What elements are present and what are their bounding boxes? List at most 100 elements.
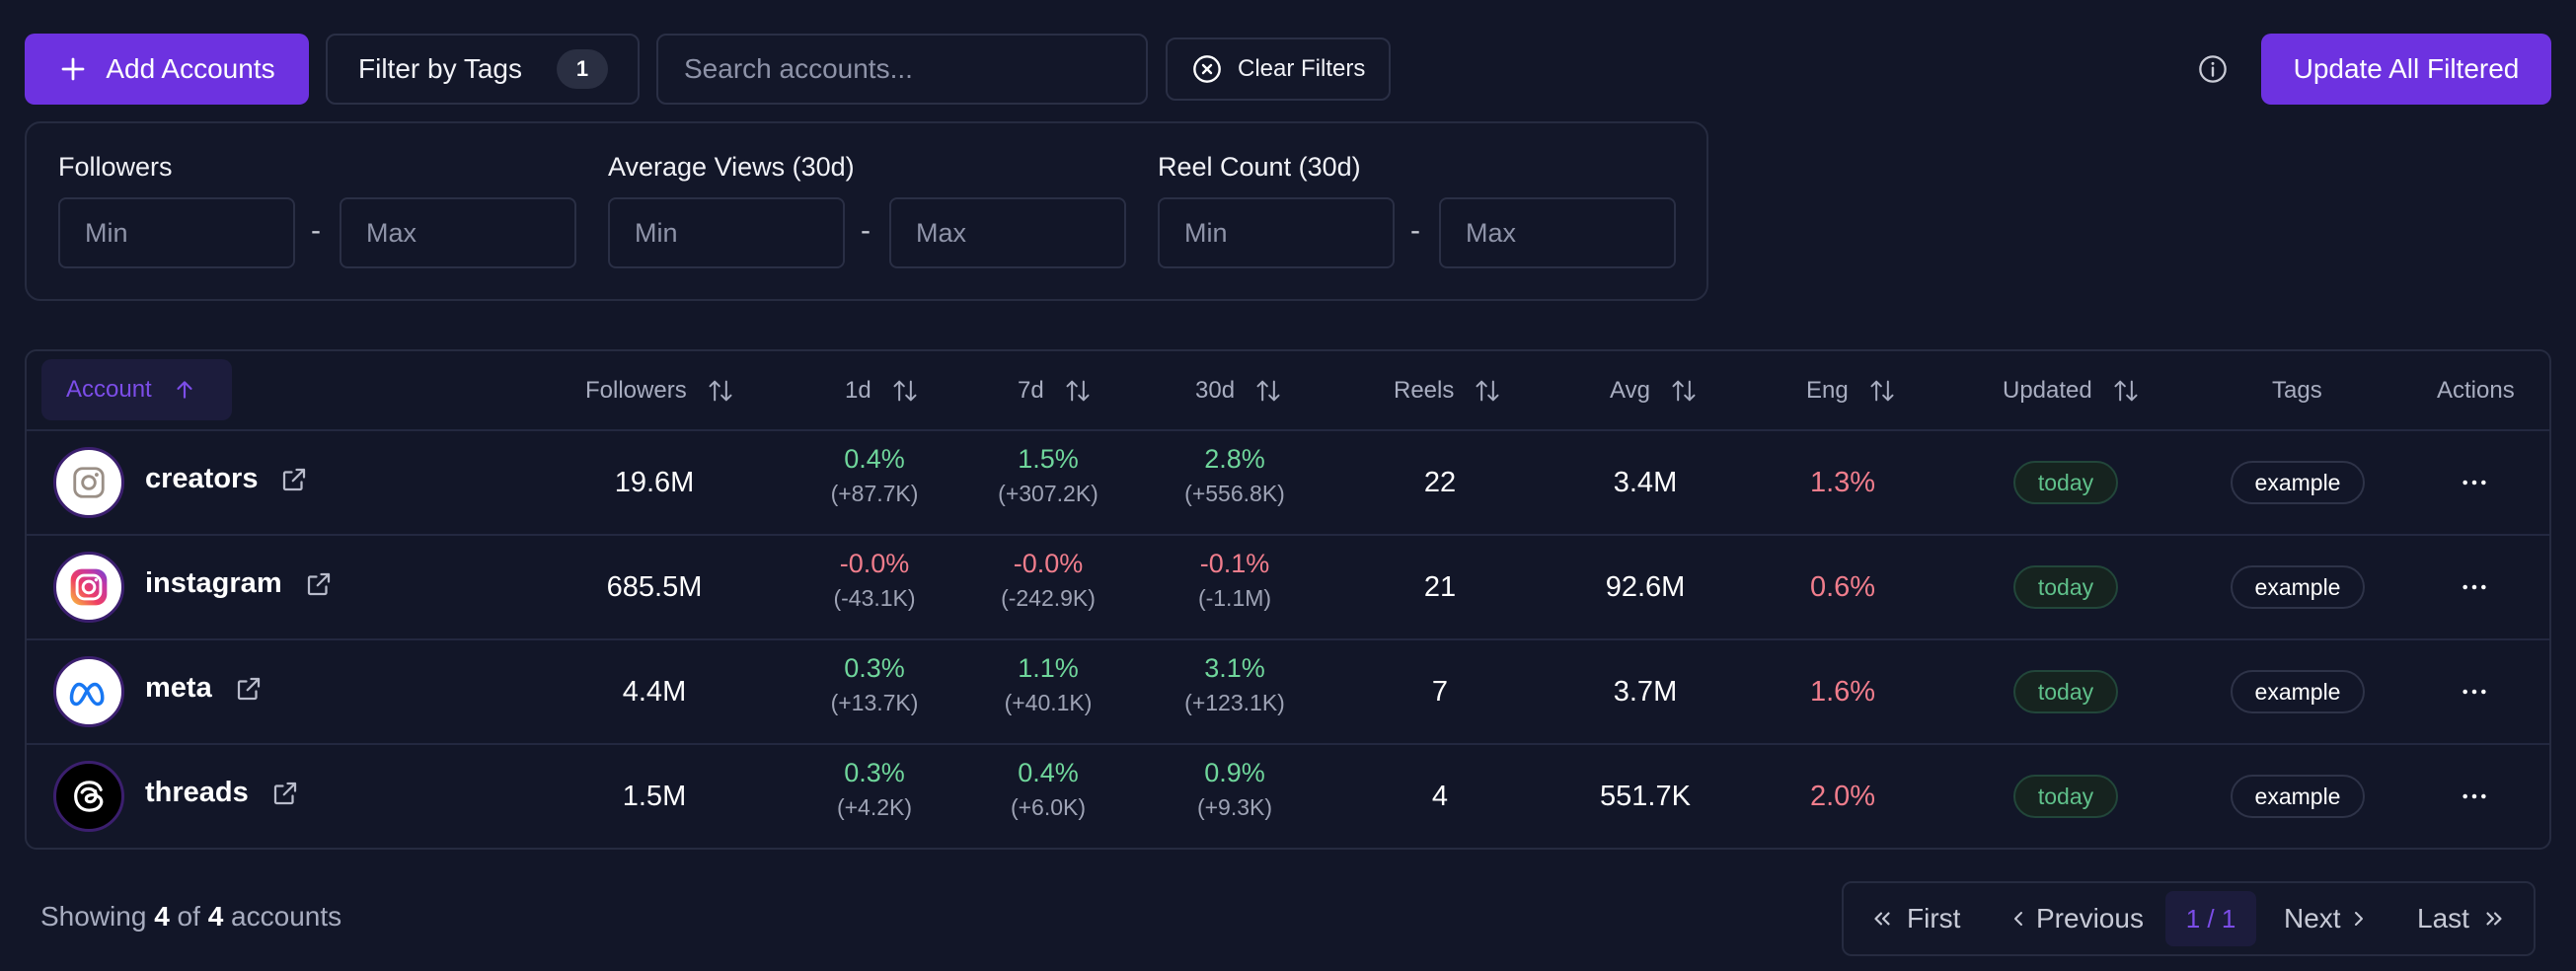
external-link-icon[interactable] — [270, 779, 300, 808]
growth-d1-cell: 0.4% (+87.7K) — [776, 444, 973, 507]
tag-chip[interactable]: example — [2231, 670, 2365, 713]
clear-filters-button[interactable]: Clear Filters — [1166, 37, 1391, 101]
growth-pct: 1.5% — [1018, 444, 1079, 474]
growth-pct: 1.1% — [1018, 653, 1079, 683]
row-actions-button[interactable] — [2459, 467, 2490, 503]
header-d7-label: 7d — [1018, 377, 1044, 404]
summary-total: 4 — [207, 901, 224, 932]
avatar — [53, 761, 124, 832]
engagement-cell: 0.6% — [1809, 570, 1876, 603]
growth-d1-cell: 0.3% (+13.7K) — [776, 653, 973, 716]
avg-views-min-input[interactable]: Min — [608, 197, 845, 268]
reels-cell: 4 — [1431, 780, 1449, 812]
external-link-icon[interactable] — [234, 674, 264, 704]
growth-delta: (+556.8K) — [1184, 481, 1285, 506]
growth-pct: 0.3% — [844, 653, 905, 683]
info-icon[interactable] — [2197, 53, 2229, 85]
followers-cell: 685.5M — [606, 570, 703, 603]
header-d1-label: 1d — [845, 377, 871, 404]
search-input[interactable]: Search accounts... — [656, 34, 1148, 105]
growth-pct: -0.0% — [839, 549, 910, 578]
growth-d1-cell: -0.0% (-43.1K) — [776, 549, 973, 612]
tag-chip[interactable]: example — [2231, 565, 2365, 609]
range-dash: - — [1410, 214, 1420, 247]
max-placeholder: Max — [916, 217, 967, 248]
followers-max-input[interactable]: Max — [340, 197, 576, 268]
avg-views-max-input[interactable]: Max — [889, 197, 1126, 268]
followers-cell: 4.4M — [622, 675, 687, 708]
growth-pct: 0.3% — [844, 758, 905, 787]
sort-d30-header[interactable]: 30d — [1195, 374, 1282, 408]
account-link[interactable]: instagram — [145, 567, 334, 600]
sort-followers-header[interactable]: Followers — [585, 374, 734, 408]
reels-cell: 21 — [1423, 570, 1457, 603]
account-name: instagram — [145, 567, 282, 599]
row-actions-button[interactable] — [2459, 676, 2490, 712]
reels-cell: 22 — [1423, 466, 1457, 498]
tag-chip[interactable]: example — [2231, 461, 2365, 504]
engagement-cell: 2.0% — [1809, 780, 1876, 812]
growth-delta: (+6.0K) — [1010, 794, 1087, 820]
growth-delta: (+9.3K) — [1196, 794, 1273, 820]
account-link[interactable]: threads — [145, 777, 300, 809]
sort-eng-header[interactable]: Eng — [1806, 374, 1896, 408]
sort-updated-header[interactable]: Updated — [2003, 374, 2140, 408]
sort-account-header[interactable]: Account — [41, 359, 232, 420]
row-divider — [27, 534, 2549, 536]
previous-page-button[interactable]: Previous — [2007, 900, 2144, 937]
external-link-icon[interactable] — [304, 569, 334, 599]
row-actions-button[interactable] — [2459, 571, 2490, 608]
avg-views-cell: 3.7M — [1613, 675, 1678, 708]
add-accounts-button[interactable]: Add Accounts — [25, 34, 309, 105]
first-label: First — [1907, 903, 1961, 934]
followers-min-input[interactable]: Min — [58, 197, 295, 268]
sort-icon — [1256, 380, 1280, 402]
sort-d1-header[interactable]: 1d — [845, 374, 919, 408]
growth-d7-cell: 1.5% (+307.2K) — [949, 444, 1147, 507]
x-circle-icon — [1193, 55, 1221, 83]
header-divider — [27, 429, 2549, 431]
chevron-left-icon — [2014, 912, 2022, 926]
chevron-right-icon — [2354, 912, 2363, 926]
growth-delta: (-43.1K) — [833, 585, 916, 611]
account-name: creators — [145, 463, 259, 494]
header-d30-label: 30d — [1195, 377, 1236, 404]
more-horizontal-icon — [2462, 793, 2486, 799]
avatar — [53, 552, 124, 623]
tag-chip[interactable]: example — [2231, 775, 2365, 818]
first-page-button[interactable]: First — [1869, 900, 1960, 937]
filter-by-tags-button[interactable]: Filter by Tags 1 — [326, 34, 640, 105]
updated-badge: today — [2013, 670, 2118, 713]
current-page[interactable]: 1 / 1 — [2165, 891, 2256, 946]
summary-suffix: accounts — [231, 901, 342, 932]
external-link-icon[interactable] — [279, 465, 309, 494]
reel-count-min-input[interactable]: Min — [1158, 197, 1395, 268]
growth-delta: (+123.1K) — [1184, 690, 1285, 715]
reel-count-max-input[interactable]: Max — [1439, 197, 1676, 268]
filter-by-tags-label: Filter by Tags — [358, 53, 522, 84]
growth-pct: -0.1% — [1199, 549, 1270, 578]
search-placeholder: Search accounts... — [684, 53, 913, 84]
growth-d7-cell: 1.1% (+40.1K) — [949, 653, 1147, 716]
engagement-cell: 1.6% — [1809, 675, 1876, 708]
results-summary: Showing 4 of 4 accounts — [40, 901, 341, 933]
next-page-button[interactable]: Next — [2284, 900, 2371, 937]
sort-avg-header[interactable]: Avg — [1610, 374, 1698, 408]
sort-icon — [709, 380, 732, 402]
sort-reels-header[interactable]: Reels — [1394, 374, 1501, 408]
more-horizontal-icon — [2462, 480, 2486, 486]
row-actions-button[interactable] — [2459, 781, 2490, 817]
sort-d7-header[interactable]: 7d — [1018, 374, 1092, 408]
account-link[interactable]: meta — [145, 672, 264, 705]
chevrons-left-icon — [1874, 912, 1890, 926]
account-link[interactable]: creators — [145, 463, 309, 495]
followers-filter-label: Followers — [58, 152, 173, 182]
account-name: meta — [145, 672, 212, 704]
meta-icon — [64, 667, 114, 716]
max-placeholder: Max — [366, 217, 417, 248]
update-all-filtered-label: Update All Filtered — [2293, 53, 2520, 84]
growth-delta: (-1.1M) — [1197, 585, 1272, 611]
sort-tags-header: Tags — [2272, 374, 2322, 408]
update-all-filtered-button[interactable]: Update All Filtered — [2261, 34, 2551, 105]
last-page-button[interactable]: Last — [2417, 900, 2507, 937]
